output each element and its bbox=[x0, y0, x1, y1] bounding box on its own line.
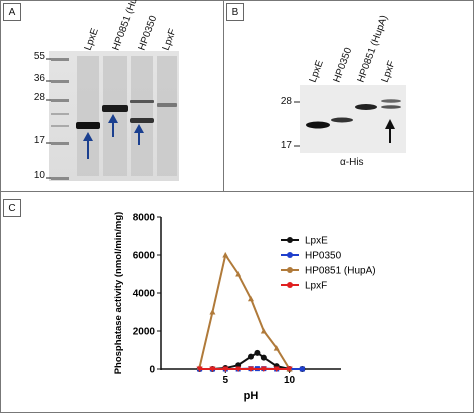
y-tick-label: 0 bbox=[149, 365, 155, 376]
legend-marker bbox=[287, 252, 293, 258]
x-tick-label: 10 bbox=[284, 375, 296, 386]
legend-label: LpxE bbox=[305, 236, 328, 247]
legend-label: HP0851 (HupA) bbox=[305, 266, 376, 277]
data-point bbox=[300, 367, 305, 372]
blot-band-hupa bbox=[355, 104, 377, 110]
blot-band-lpxf-1 bbox=[381, 99, 401, 103]
y-tick-label: 2000 bbox=[133, 327, 156, 338]
gel-image-a bbox=[1, 1, 225, 193]
legend-label: HP0350 bbox=[305, 251, 342, 262]
blot-band-hp0350 bbox=[331, 118, 353, 123]
legend-marker bbox=[287, 282, 293, 288]
band-hp0350 bbox=[130, 118, 154, 123]
data-point bbox=[261, 328, 267, 334]
data-point bbox=[222, 252, 228, 258]
y-tick-label: 4000 bbox=[133, 289, 156, 300]
ph-activity-chart: 0 2000 4000 6000 8000 5 10 pH Phosphatase activi… bbox=[1, 192, 474, 414]
blot-band-lpxf-2 bbox=[381, 105, 401, 109]
data-point bbox=[261, 355, 267, 361]
y-axis-label: Phosphatase activity (nmol/min/mg) bbox=[113, 212, 124, 375]
legend-marker bbox=[287, 237, 293, 243]
data-point bbox=[254, 350, 260, 356]
band-hp0350-upper bbox=[130, 100, 154, 103]
y-tick-label: 8000 bbox=[133, 213, 156, 224]
data-point bbox=[248, 354, 254, 360]
data-point bbox=[209, 309, 215, 315]
band-lpxf bbox=[157, 103, 177, 107]
x-tick-label: 5 bbox=[223, 375, 229, 386]
legend-marker bbox=[287, 267, 293, 273]
band-hupa bbox=[102, 105, 128, 112]
y-tick-label: 6000 bbox=[133, 251, 156, 262]
blot-band-lpxe bbox=[306, 122, 330, 129]
western-blot-b bbox=[224, 1, 474, 193]
band-lpxe bbox=[76, 122, 100, 129]
panel-a: A 55 36 28 17 10 LpxE HP0851 (HupA) HP03… bbox=[0, 0, 224, 192]
panel-b: B 28 17 LpxE HP0350 HP0851 (HupA) LpxF α… bbox=[223, 0, 474, 192]
legend-label: LpxF bbox=[305, 281, 327, 292]
x-axis-label: pH bbox=[244, 390, 259, 402]
